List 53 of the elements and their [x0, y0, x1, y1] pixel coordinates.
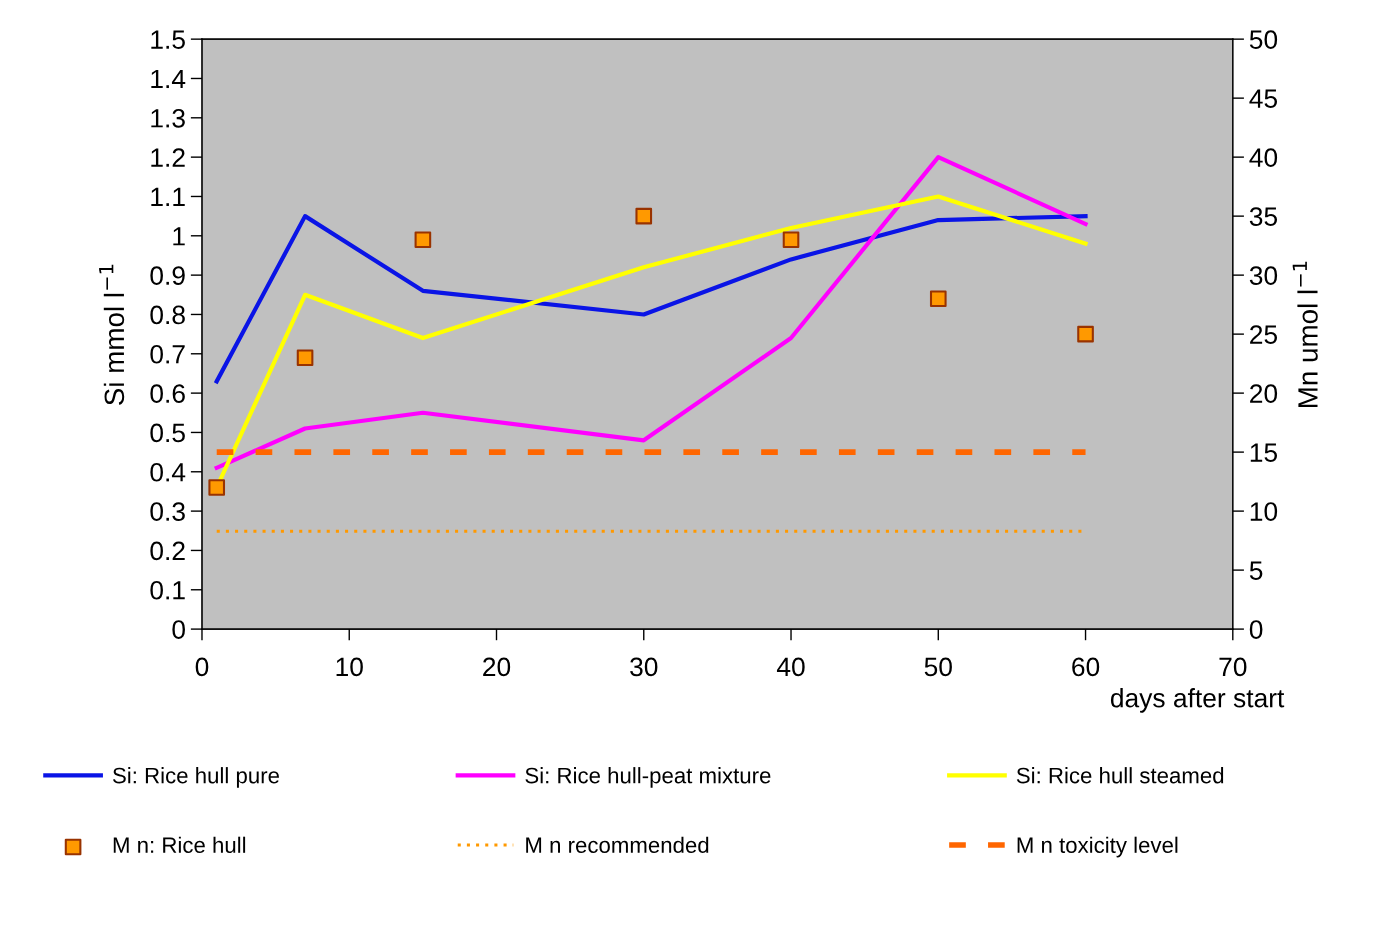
legend-label: M n toxicity level	[1017, 836, 1178, 858]
y2-tick-label: 40	[1249, 148, 1278, 167]
y-tick-label: 0.9	[150, 266, 185, 285]
legend-label: M n: Rice hull	[113, 836, 246, 854]
y2-axis-title: Mn umol l$^{−1}$	[1292, 261, 1318, 407]
x-tick-label: 10	[336, 657, 363, 677]
legend-label: M n recommended	[526, 836, 709, 854]
y2-tick-label: 25	[1250, 325, 1278, 344]
y-tick-label: 1.3	[151, 108, 185, 128]
legend-label: Si: Rice hull steamed	[1016, 767, 1224, 784]
y2-tick-label: 10	[1250, 502, 1278, 521]
y-tick-label: 0.7	[150, 344, 185, 364]
point	[929, 290, 947, 308]
y2-tick-label: 30	[1249, 266, 1278, 285]
y2-tick-label: 0	[1249, 620, 1263, 639]
point	[635, 207, 653, 225]
point	[1077, 325, 1094, 343]
y2-tick-label: 20	[1250, 384, 1278, 403]
y2-tick-label: 5	[1249, 561, 1263, 580]
legend-label: Si: Rice hull pure	[112, 767, 279, 788]
y-tick-label: 0.4	[150, 462, 186, 482]
x-tick-label: 70	[1219, 657, 1247, 677]
y-tick-label: 0	[172, 620, 185, 639]
point	[296, 349, 314, 367]
y2-tick-label: 15	[1250, 443, 1278, 462]
y-tick-label: 0.5	[150, 423, 185, 443]
y-tick-label: 0.1	[150, 580, 185, 600]
point	[414, 231, 432, 249]
x-tick-label: 30	[630, 657, 658, 677]
y-tick-label: 1.4	[151, 69, 186, 89]
x-tick-label: 50	[924, 657, 952, 677]
x-tick-label: 20	[483, 657, 511, 677]
y-axis-title: Si mmol l$^{−1}$	[99, 264, 125, 405]
line-series	[214, 214, 1088, 384]
y-tick-label: 1.1	[151, 187, 185, 207]
y-tick-label: 0.6	[150, 384, 185, 403]
line-series	[214, 155, 1088, 470]
y-tick-label: 1	[173, 227, 185, 246]
x-tick-label: 40	[776, 657, 805, 677]
x-tick-label: 60	[1072, 657, 1100, 677]
y-tick-label: 1.2	[151, 148, 185, 167]
y-tick-label: 0.2	[150, 541, 185, 561]
y-tick-label: 0.8	[150, 305, 185, 325]
x-axis-title: days after start	[1110, 688, 1285, 713]
point	[782, 231, 800, 249]
legend-label: Si: Rice hull-peat mixture	[525, 767, 771, 788]
y2-tick-label: 50	[1249, 30, 1278, 49]
y-tick-label: 0.3	[150, 502, 185, 521]
y2-tick-label: 35	[1249, 207, 1278, 226]
y2-tick-label: 45	[1249, 89, 1278, 108]
y-tick-label: 1.5	[151, 30, 185, 49]
point	[208, 479, 226, 496]
x-tick-label: 0	[195, 657, 209, 677]
